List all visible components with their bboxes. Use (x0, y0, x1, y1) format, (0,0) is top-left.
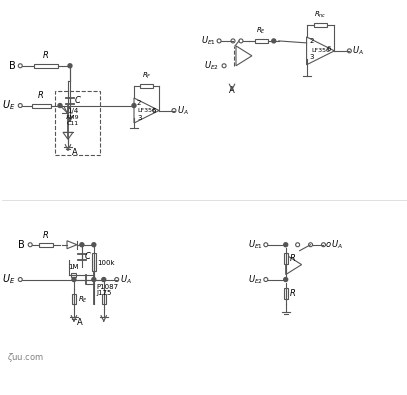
Bar (39, 243, 53, 247)
Circle shape (309, 243, 313, 247)
Text: $R_{nc}$: $R_{nc}$ (314, 10, 327, 20)
Text: $U_E$: $U_E$ (2, 273, 15, 286)
Text: A: A (77, 318, 83, 327)
Text: $R_F$: $R_F$ (142, 71, 151, 81)
Text: 2: 2 (137, 100, 141, 106)
Text: $U_A$: $U_A$ (177, 104, 189, 117)
Bar (255, 39, 267, 43)
Text: R: R (43, 51, 49, 60)
Text: LF356: LF356 (311, 48, 330, 53)
Bar (284, 253, 288, 264)
Text: $U_E$: $U_E$ (2, 99, 15, 113)
Circle shape (295, 243, 300, 247)
Text: $U_A$: $U_A$ (352, 45, 364, 57)
Polygon shape (63, 132, 73, 139)
Circle shape (322, 243, 326, 247)
Text: 6: 6 (327, 46, 331, 52)
Text: 100k: 100k (97, 260, 114, 265)
Circle shape (115, 278, 119, 282)
Circle shape (272, 39, 276, 43)
Circle shape (172, 109, 176, 113)
Text: B: B (9, 61, 15, 71)
Bar (72, 273, 77, 276)
Text: C: C (75, 96, 81, 105)
Text: $U_{E2}$: $U_{E2}$ (204, 60, 219, 72)
Circle shape (102, 278, 106, 282)
Text: $U_{E2}$: $U_{E2}$ (248, 273, 263, 286)
Circle shape (72, 278, 76, 282)
Bar (102, 294, 106, 305)
Text: 3: 3 (137, 115, 142, 120)
Text: 1/4: 1/4 (67, 107, 79, 113)
Text: $R_E$: $R_E$ (256, 26, 266, 36)
Text: $o\, U_A$: $o\, U_A$ (326, 239, 344, 251)
Circle shape (58, 103, 62, 107)
Polygon shape (134, 98, 159, 123)
Circle shape (217, 39, 221, 43)
Text: R: R (290, 289, 295, 298)
Bar (140, 84, 153, 88)
Text: R: R (38, 90, 44, 100)
Circle shape (92, 278, 96, 282)
Polygon shape (306, 37, 335, 65)
Circle shape (284, 278, 288, 282)
Circle shape (18, 64, 22, 68)
Circle shape (231, 39, 235, 43)
Text: $\zeta$uu.com: $\zeta$uu.com (7, 351, 44, 364)
Circle shape (284, 243, 288, 247)
Text: P1087: P1087 (97, 284, 119, 290)
Text: $R_E$: $R_E$ (78, 294, 88, 305)
Polygon shape (67, 241, 77, 249)
Circle shape (239, 39, 243, 43)
Circle shape (68, 64, 72, 68)
Text: R: R (43, 231, 49, 240)
Text: A: A (72, 148, 78, 157)
Circle shape (222, 64, 226, 68)
Text: R: R (290, 254, 295, 263)
Circle shape (80, 243, 84, 247)
Text: $U_{E1}$: $U_{E1}$ (248, 239, 263, 251)
Text: B: B (18, 240, 25, 250)
Circle shape (347, 49, 351, 53)
Circle shape (28, 243, 32, 247)
Bar (32, 103, 50, 107)
Text: A: A (229, 86, 235, 95)
Text: 1M: 1M (69, 263, 79, 269)
Circle shape (92, 243, 96, 247)
Text: C: C (85, 252, 91, 261)
Bar (72, 294, 76, 305)
Bar (92, 254, 96, 271)
Circle shape (264, 243, 268, 247)
Bar (55, 90, 100, 155)
Bar (34, 64, 58, 68)
Polygon shape (236, 46, 252, 66)
Text: $U_A$: $U_A$ (120, 273, 131, 286)
Text: $U_{E1}$: $U_{E1}$ (201, 35, 216, 47)
Text: 3: 3 (310, 54, 314, 60)
Text: J175: J175 (97, 290, 112, 296)
Circle shape (132, 103, 136, 107)
Circle shape (18, 278, 22, 282)
Circle shape (264, 278, 268, 282)
Polygon shape (286, 255, 302, 275)
Text: LF356: LF356 (137, 108, 156, 113)
Circle shape (18, 103, 22, 107)
Bar (313, 23, 328, 27)
Text: AM9
C11: AM9 C11 (66, 115, 80, 126)
Text: 6: 6 (151, 107, 156, 113)
Text: 2: 2 (310, 38, 314, 44)
Bar (284, 288, 288, 299)
